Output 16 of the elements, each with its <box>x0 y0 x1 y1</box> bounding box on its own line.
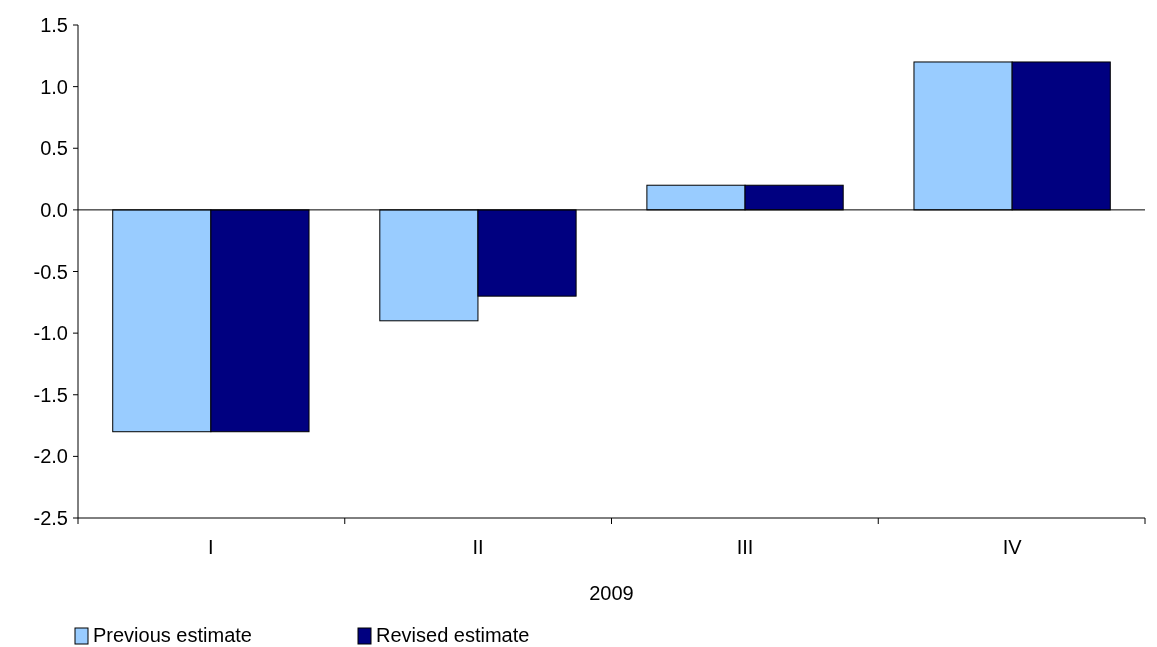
legend-label: Revised estimate <box>376 624 530 646</box>
x-tick-label: II <box>472 536 484 558</box>
y-tick-label: 1.5 <box>40 14 68 36</box>
x-axis-title: 2009 <box>589 582 634 604</box>
y-tick-label: -1.0 <box>33 322 68 345</box>
y-tick-label: 0.0 <box>40 198 68 221</box>
y-tick-label: 0.5 <box>40 137 68 160</box>
y-tick-label: 1.0 <box>40 75 68 98</box>
x-tick-label: I <box>208 536 214 558</box>
legend-label: Previous estimate <box>93 624 252 646</box>
y-tick-label: -2.0 <box>33 445 68 468</box>
y-tick-label: -2.5 <box>33 507 68 529</box>
x-tick-label: IV <box>1002 536 1023 558</box>
y-tick-label: -0.5 <box>33 260 68 283</box>
y-tick-label: -1.5 <box>33 383 68 406</box>
x-tick-label: III <box>736 536 754 558</box>
